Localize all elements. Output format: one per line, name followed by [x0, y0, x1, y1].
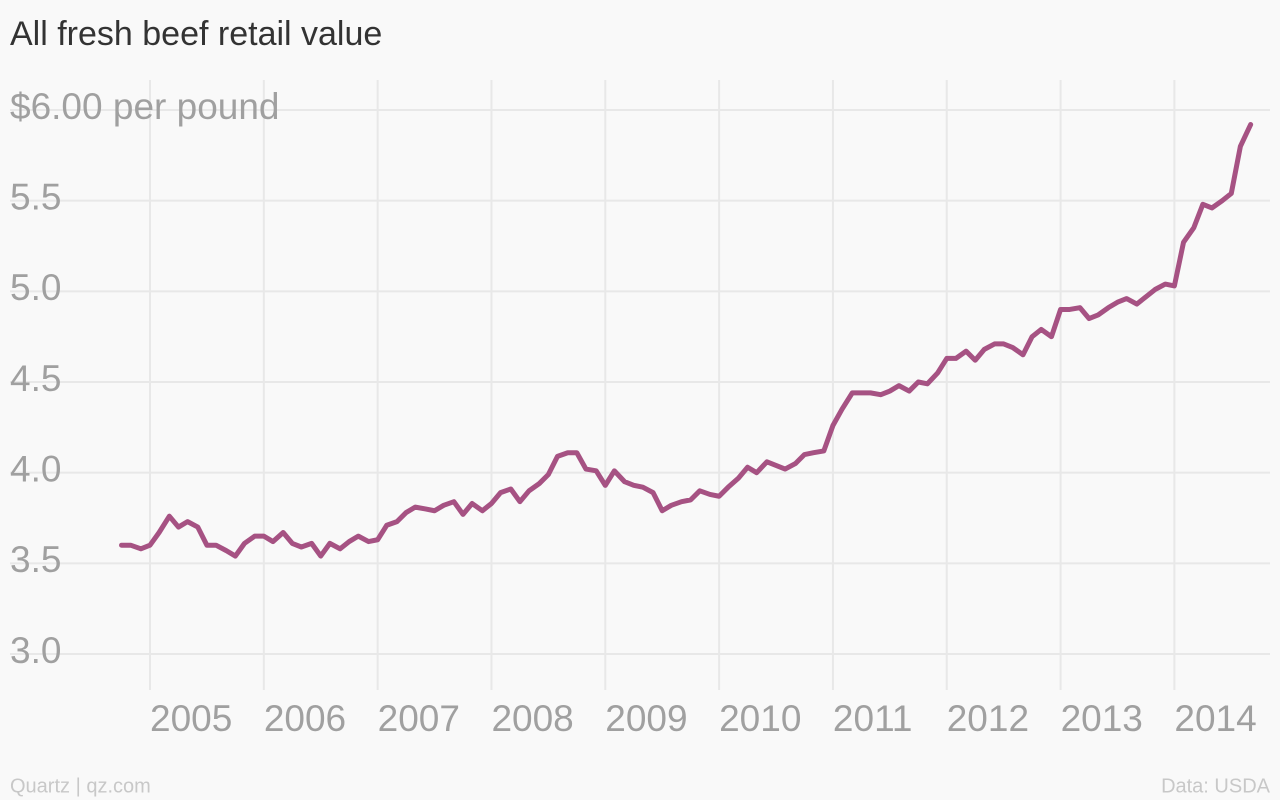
y-tick-label: 5.5	[10, 176, 61, 217]
y-tick-label: 3.0	[10, 630, 61, 671]
y-tick-label: 3.5	[10, 539, 61, 580]
lines	[119, 122, 1254, 559]
x-tick-label: 2005	[150, 698, 232, 739]
x-tick-label: 2010	[719, 698, 801, 739]
x-tick-label: 2014	[1174, 698, 1256, 739]
credit: Quartz | qz.com	[10, 775, 151, 797]
x-tick-label: 2006	[264, 698, 346, 739]
x-tick-label: 2007	[378, 698, 460, 739]
data-line	[119, 122, 1254, 559]
grid	[10, 80, 1270, 690]
x-tick-label: 2009	[605, 698, 687, 739]
y-tick-label: 4.5	[10, 358, 61, 399]
y-tick-label: 5.0	[10, 267, 61, 308]
y-tick-label: 4.0	[10, 448, 61, 489]
x-tick-label: 2008	[491, 698, 573, 739]
source: Data: USDA	[1161, 775, 1271, 797]
x-tick-label: 2013	[1061, 698, 1143, 739]
chart-title: All fresh beef retail value	[10, 15, 382, 53]
labels: 3.0 3.5 4.0 4.5 5.0 5.5 $6.00 per pound 2005 200…	[10, 86, 1257, 739]
x-tick-label: 2011	[833, 698, 913, 739]
y-tick-label: $6.00 per pound	[10, 86, 280, 127]
x-tick-label: 2012	[947, 698, 1029, 739]
